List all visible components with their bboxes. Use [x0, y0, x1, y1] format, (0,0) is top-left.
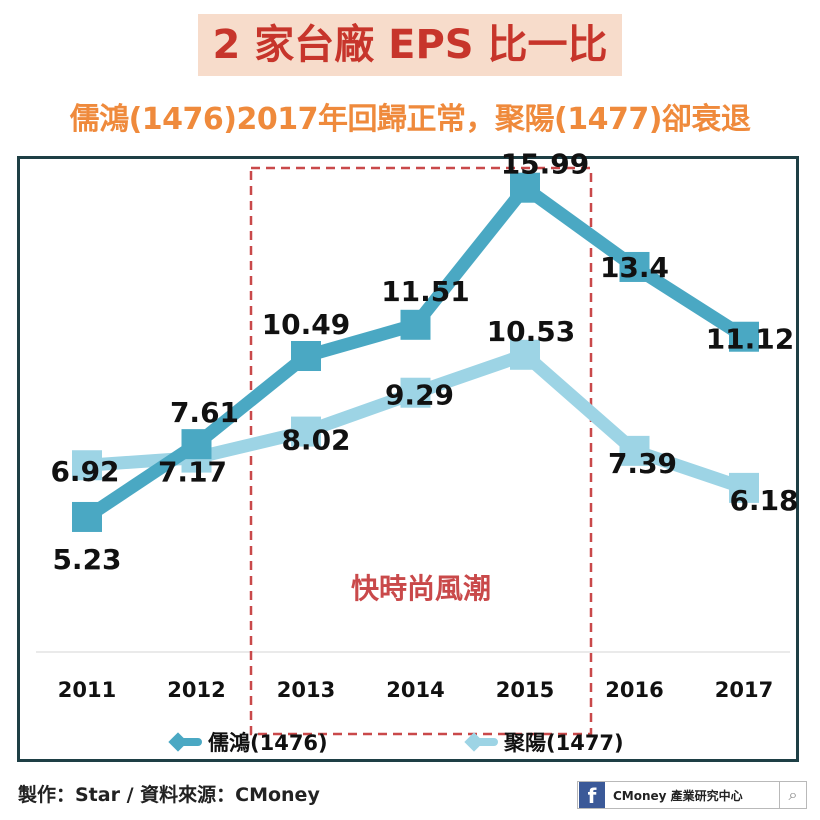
series-1-label-2012: 7.17 [158, 456, 227, 489]
highlight-box [249, 166, 593, 736]
legend-label-1: 聚陽(1477) [503, 731, 624, 755]
series-0-point-2017 [729, 321, 759, 352]
series-0-point-2015 [510, 172, 540, 203]
series-1-point-2017 [729, 472, 759, 503]
series-0-label-2015: 15.99 [501, 148, 590, 181]
chart-title: 2 家台廠 EPS 比一比 [198, 14, 622, 76]
x-tick-label-2017: 2017 [715, 678, 773, 702]
series-1-label-2015: 10.53 [487, 315, 576, 348]
chart-subtitle: 儒鴻(1476)2017年回歸正常，聚陽(1477)卻衰退 [69, 102, 751, 137]
brand-text: CMoney 產業研究中心 [613, 788, 743, 803]
series-0-label-2014: 11.51 [381, 275, 470, 308]
series-0-label-2011: 5.23 [52, 543, 121, 576]
legend-swatch-1 [464, 732, 498, 752]
series-1-point-2016 [619, 435, 650, 466]
legend-swatch-0 [168, 732, 202, 752]
series-1-label-2016: 7.39 [608, 447, 677, 480]
x-tick-label-2011: 2011 [58, 678, 116, 702]
legend-label-0: 儒鴻(1476) [208, 731, 328, 755]
series-0-point-2013 [291, 341, 321, 372]
x-tick-label-2013: 2013 [277, 678, 335, 702]
title-container: 2 家台廠 EPS 比一比 [0, 14, 820, 76]
series-0-point-2011 [72, 501, 102, 532]
series-1-point-2013 [291, 416, 321, 447]
footer-credit: 製作：Star / 資料來源：CMoney [18, 784, 320, 806]
series-0-label-2016: 13.4 [600, 251, 669, 284]
series-1-point-2014 [400, 377, 431, 408]
series-0-label-2013: 10.49 [262, 308, 351, 341]
series-0-point-2012 [181, 429, 212, 460]
x-tick-label-2016: 2016 [605, 678, 663, 702]
x-tick-label-2014: 2014 [386, 678, 444, 702]
series-1-label-2011: 6.92 [50, 455, 119, 488]
series-1-label-2013: 8.02 [281, 424, 350, 457]
series-0-point-2016 [619, 251, 650, 282]
brand-badge[interactable]: f CMoney 產業研究中心 ⌕ [577, 781, 807, 809]
series-1-label-2017: 6.18 [729, 484, 798, 517]
series-0-point-2014 [400, 309, 431, 340]
chart-frame [17, 156, 799, 762]
series-1-label-2014: 9.29 [385, 379, 454, 412]
series-1-point-2015 [510, 339, 540, 370]
series-0-label-2017: 11.12 [706, 323, 795, 356]
facebook-icon[interactable]: f [579, 782, 605, 808]
series-0-label-2012: 7.61 [170, 396, 239, 429]
highlight-label: 快時尚風潮 [351, 572, 491, 605]
search-icon[interactable]: ⌕ [779, 782, 806, 808]
x-tick-label-2015: 2015 [496, 678, 554, 702]
series-1-point-2011 [72, 450, 102, 481]
x-tick-label-2012: 2012 [167, 678, 225, 702]
